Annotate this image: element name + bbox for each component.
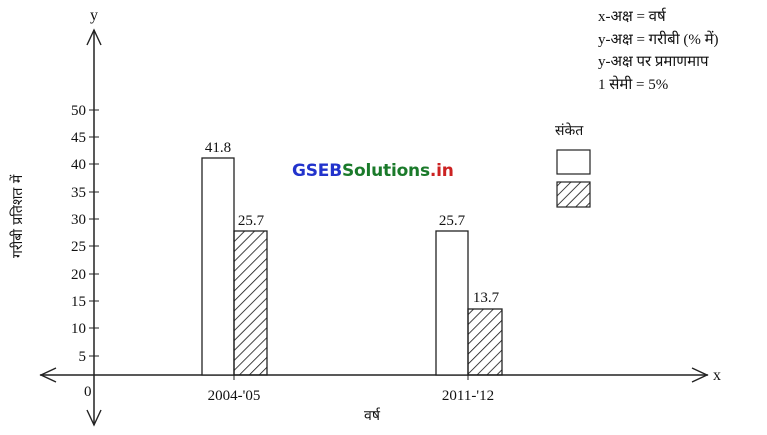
y-axis [86, 28, 102, 427]
legend-swatch-hatched [556, 181, 591, 208]
svg-text:10: 10 [71, 321, 86, 337]
y-axis-symbol: y [90, 7, 98, 24]
bar-2011-12-series-2 [467, 308, 503, 376]
watermark-part2: Solutions [341, 161, 430, 181]
bar-2004-05-series-1 [201, 157, 235, 376]
x-axis-symbol: x [713, 367, 721, 384]
svg-text:35: 35 [71, 185, 86, 201]
legend-swatch-white [556, 149, 591, 175]
svg-text:50: 50 [71, 103, 86, 119]
svg-text:5: 5 [79, 349, 87, 365]
bar-2011-12-series-1 [435, 230, 469, 376]
axis-notes: x-अक्ष = वर्ष y-अक्ष = गरीबी (% में) y-अ… [598, 6, 719, 96]
watermark-part3: .in [429, 161, 454, 181]
svg-text:40: 40 [71, 157, 86, 173]
data-label: 25.7 [238, 213, 265, 229]
svg-text:25: 25 [71, 239, 86, 255]
x-axis-label: वर्ष [364, 407, 381, 424]
note-x-axis: x-अक्ष = वर्ष [598, 9, 666, 25]
x-tick-label: 2004-'05 [208, 388, 261, 404]
data-label: 13.7 [473, 290, 500, 306]
note-y-axis: y-अक्ष = गरीबी (% में) [598, 31, 719, 48]
note-scale-value: 1 सेमी = 5% [598, 76, 669, 93]
origin-label: 0 [84, 384, 92, 400]
svg-text:20: 20 [71, 267, 86, 283]
svg-text:30: 30 [71, 212, 86, 228]
legend: संकेत [555, 122, 591, 208]
bar-2004-05-series-2 [233, 230, 268, 376]
y-ticks: 50 45 40 35 30 25 20 15 10 5 [71, 103, 99, 365]
y-axis-label: गरीबी प्रतिशत में [9, 174, 26, 258]
data-label: 25.7 [439, 213, 466, 229]
note-scale-title: y-अक्ष पर प्रमाणमाप [598, 54, 709, 70]
data-label: 41.8 [205, 140, 231, 156]
watermark-part1: GSEB [292, 161, 342, 181]
watermark: GSEBSolutions.in [292, 161, 454, 181]
x-tick-label: 2011-'12 [442, 388, 494, 404]
x-axis [39, 367, 709, 383]
svg-text:15: 15 [71, 294, 86, 310]
bar-group-2004-05: 41.8 25.7 2004-'05 [201, 140, 268, 404]
legend-title: संकेत [555, 122, 584, 139]
svg-text:45: 45 [71, 130, 86, 146]
bar-group-2011-12: 25.7 13.7 2011-'12 [435, 213, 503, 404]
